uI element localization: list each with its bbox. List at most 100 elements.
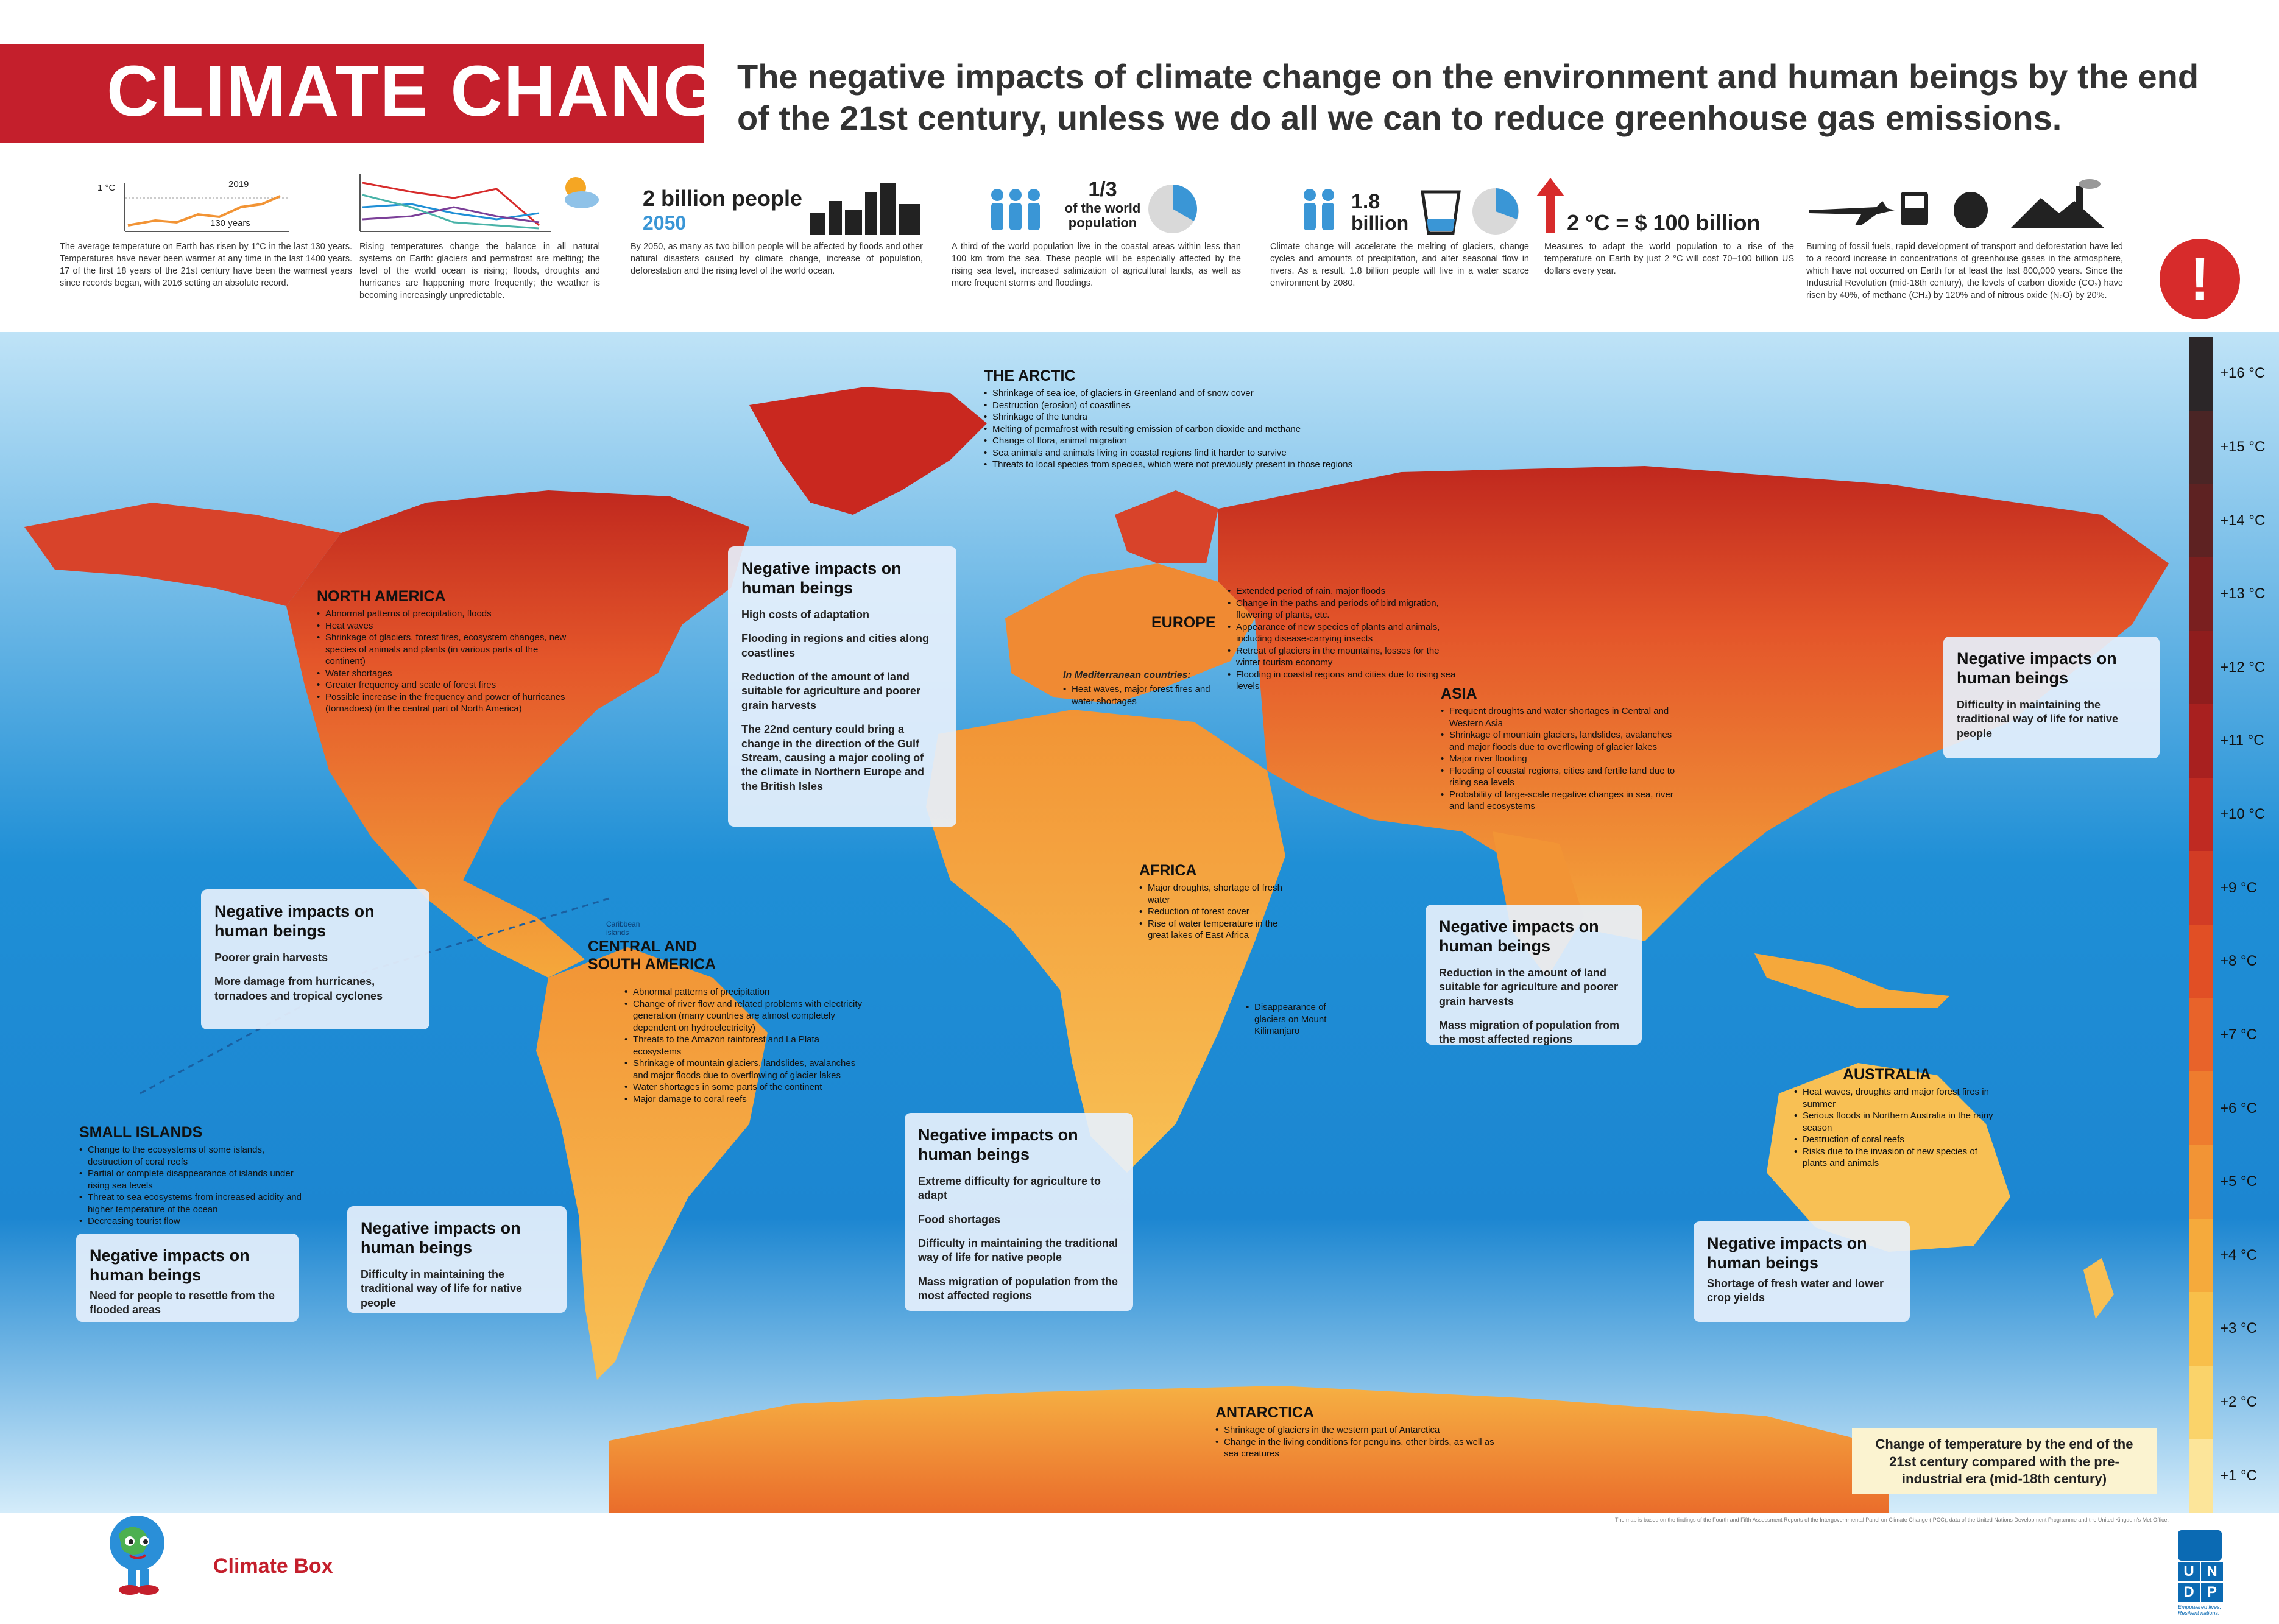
city-skyline-icon	[810, 183, 920, 235]
list-item: Frequent droughts and water shortages in…	[1441, 705, 1678, 729]
stat-billion: billion	[1351, 212, 1409, 234]
list-item: Change to the ecosystems of some islands…	[79, 1144, 311, 1168]
list-item: Water shortages	[317, 668, 573, 680]
europe-list: Extended period of rain, major floods Ch…	[1228, 585, 1465, 693]
list-item: Appearance of new species of plants and …	[1228, 621, 1465, 645]
impact-item: Food shortages	[918, 1213, 1001, 1226]
africa-title: AFRICA	[1139, 862, 1197, 879]
legend-label: +9 °C	[2220, 879, 2257, 896]
source-note: The map is based on the findings of the …	[1614, 1517, 2169, 1523]
legend-label: +7 °C	[2220, 1026, 2257, 1043]
impact-item: More damage from hurricanes, tornadoes a…	[214, 975, 383, 1002]
legend-label: +16 °C	[2220, 365, 2266, 382]
impact-box-asia: Negative impacts on human beings Reducti…	[1426, 905, 1642, 1045]
list-item: Shrinkage of sea ice, of glaciers in Gre…	[984, 387, 1352, 400]
impact-item: Reduction in the amount of land suitable…	[1439, 966, 1619, 1008]
list-item: Threats to local species from species, w…	[984, 459, 1352, 471]
legend-swatch	[2189, 1439, 2213, 1513]
legend-label: +3 °C	[2220, 1320, 2257, 1337]
legend-label: +8 °C	[2220, 953, 2257, 970]
list-item: Abnormal patterns of precipitation	[624, 986, 862, 998]
impact-item: Difficulty in maintaining the traditiona…	[1957, 698, 2119, 740]
small-islands-list: Change to the ecosystems of some islands…	[79, 1144, 311, 1227]
asia-landmass	[1218, 466, 2169, 941]
legend-label: +10 °C	[2220, 806, 2266, 823]
impact-box-south-america: Negative impacts on human beings Difficu…	[347, 1206, 567, 1313]
legend-swatch	[2189, 851, 2213, 925]
list-item: Heat waves, droughts and major forest fi…	[1794, 1086, 1995, 1110]
list-item: Threats to the Amazon rainforest and La …	[624, 1034, 862, 1057]
legend-label: +5 °C	[2220, 1173, 2257, 1190]
temperature-legend-bar	[2189, 337, 2213, 1513]
south-america-list-block: Abnormal patterns of precipitation Chang…	[624, 984, 862, 1105]
list-item: Destruction of coral reefs	[1794, 1134, 1995, 1146]
list-item: Shrinkage of mountain glaciers, landslid…	[624, 1057, 862, 1081]
legend-label: +13 °C	[2220, 585, 2266, 602]
stat-temperature-text: The average temperature on Earth has ris…	[60, 242, 352, 288]
antarctica-title: ANTARCTICA	[1215, 1404, 1315, 1421]
africa-landmass	[926, 710, 1285, 1173]
un-emblem-icon	[2178, 1530, 2222, 1561]
temperature-rise-chart-icon	[124, 183, 289, 232]
impact-item: Difficulty in maintaining the traditiona…	[361, 1268, 523, 1309]
legend-caption: Change of temperature by the end of the …	[1852, 1428, 2157, 1494]
stat-systems-text: Rising temperatures change the balance i…	[359, 242, 600, 300]
asia-list: Frequent droughts and water shortages in…	[1441, 705, 1678, 813]
legend-swatch	[2189, 1071, 2213, 1145]
list-item: Flooding in coastal regions and cities d…	[1228, 669, 1465, 693]
undp-letter: U	[2178, 1562, 2200, 1581]
stat-greenhouse-text: Burning of fossil fuels, rapid developme…	[1806, 242, 2123, 300]
stat-two-billion: 2 billion people	[643, 186, 803, 211]
legend-label: +15 °C	[2220, 438, 2266, 455]
impact-item: Mass migration of population from the mo…	[918, 1275, 1118, 1302]
impact-item: Need for people to resettle from the flo…	[90, 1289, 275, 1316]
list-item: Risks due to the invasion of new species…	[1794, 1146, 1995, 1170]
list-item: Disappearance of glaciers on Mount Kilim…	[1246, 1001, 1328, 1037]
impact-item: High costs of adaptation	[741, 608, 870, 621]
legend-swatch	[2189, 704, 2213, 778]
legend-label: +2 °C	[2220, 1394, 2257, 1411]
page-title: CLIMATE CHANGE	[107, 51, 769, 132]
list-item: Abnormal patterns of precipitation, floo…	[317, 608, 573, 620]
list-item: Serious floods in Northern Australia in …	[1794, 1110, 1995, 1134]
legend-swatch	[2189, 1365, 2213, 1439]
impact-box-arctic-east: Negative impacts on human beings Difficu…	[1943, 637, 2160, 758]
europe-mediterranean: In Mediterranean countries: Heat waves, …	[1063, 670, 1218, 707]
stat-one-third: 1/3	[1088, 178, 1117, 201]
list-item: Major river flooding	[1441, 753, 1678, 765]
stat-coastal-text: A third of the world population live in …	[952, 242, 1241, 288]
legend-swatch	[2189, 337, 2213, 411]
impact-title: Negative impacts on human beings	[741, 559, 902, 598]
list-item: Rise of water temperature in the great l…	[1139, 918, 1298, 942]
impact-item: The 22nd century could bring a change in…	[741, 723, 925, 793]
region-asia: ASIA Frequent droughts and water shortag…	[1441, 685, 1678, 813]
region-small-islands: SMALL ISLANDS Change to the ecosystems o…	[79, 1124, 311, 1227]
stat-adaptation-cost: 2 °C = $ 100 billion	[1567, 210, 1761, 235]
europe-landmass	[1005, 563, 1255, 704]
antarctica-list: Shrinkage of glaciers in the western par…	[1215, 1424, 1502, 1460]
arctic-list: Shrinkage of sea ice, of glaciers in Gre…	[984, 387, 1352, 471]
list-item: Shrinkage of glaciers, forest fires, eco…	[317, 632, 573, 668]
impact-item: Extreme difficulty for agriculture to ad…	[918, 1174, 1101, 1202]
legend-swatch	[2189, 557, 2213, 631]
list-item: Melting of permafrost with resulting emi…	[984, 423, 1352, 436]
stat-water-text: Climate change will accelerate the melti…	[1270, 242, 1529, 288]
asia-title: ASIA	[1441, 685, 1477, 702]
undp-letter: N	[2201, 1562, 2223, 1581]
impact-title: Negative impacts on human beings	[90, 1246, 250, 1285]
list-item: Change of river flow and related problem…	[624, 998, 862, 1034]
list-item: Threat to sea ecosystems from increased …	[79, 1192, 311, 1215]
impact-item: Poorer grain harvests	[214, 951, 328, 964]
south-america-list: Abnormal patterns of precipitation Chang…	[624, 986, 862, 1105]
legend-label: +4 °C	[2220, 1246, 2257, 1263]
list-item: Shrinkage of the tundra	[984, 411, 1352, 423]
impact-title: Negative impacts on human beings	[214, 902, 375, 941]
impact-box-australia: Negative impacts on human beings Shortag…	[1694, 1221, 1910, 1322]
impact-item: Shortage of fresh water and lower crop y…	[1707, 1277, 1884, 1304]
alaska-landmass	[24, 503, 341, 606]
stat-one-point-eight: 1.8	[1351, 190, 1380, 213]
alert-icon: !	[2160, 239, 2240, 319]
north-america-title: NORTH AMERICA	[317, 588, 446, 605]
legend-swatch	[2189, 410, 2213, 484]
legend-swatch	[2189, 998, 2213, 1072]
